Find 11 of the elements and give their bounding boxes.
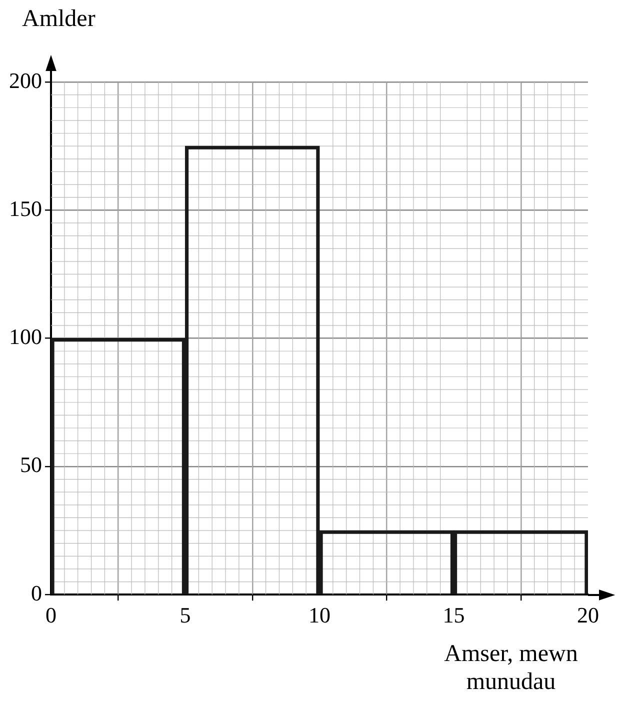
- x-axis-title: Amser, mewn munudau: [443, 640, 579, 696]
- x-tick-label: 5: [180, 602, 191, 628]
- y-tick-label: 150: [9, 196, 42, 221]
- x-tick-label: 10: [308, 602, 330, 628]
- y-tick-label: 100: [9, 324, 42, 350]
- y-tick-label: 200: [9, 68, 42, 93]
- y-tick-label: 50: [20, 452, 42, 478]
- y-axis-title: Amlder: [22, 6, 96, 33]
- y-tick-label: 0: [31, 580, 42, 606]
- x-tick-label: 20: [577, 602, 599, 628]
- x-tick-label: 15: [442, 602, 465, 628]
